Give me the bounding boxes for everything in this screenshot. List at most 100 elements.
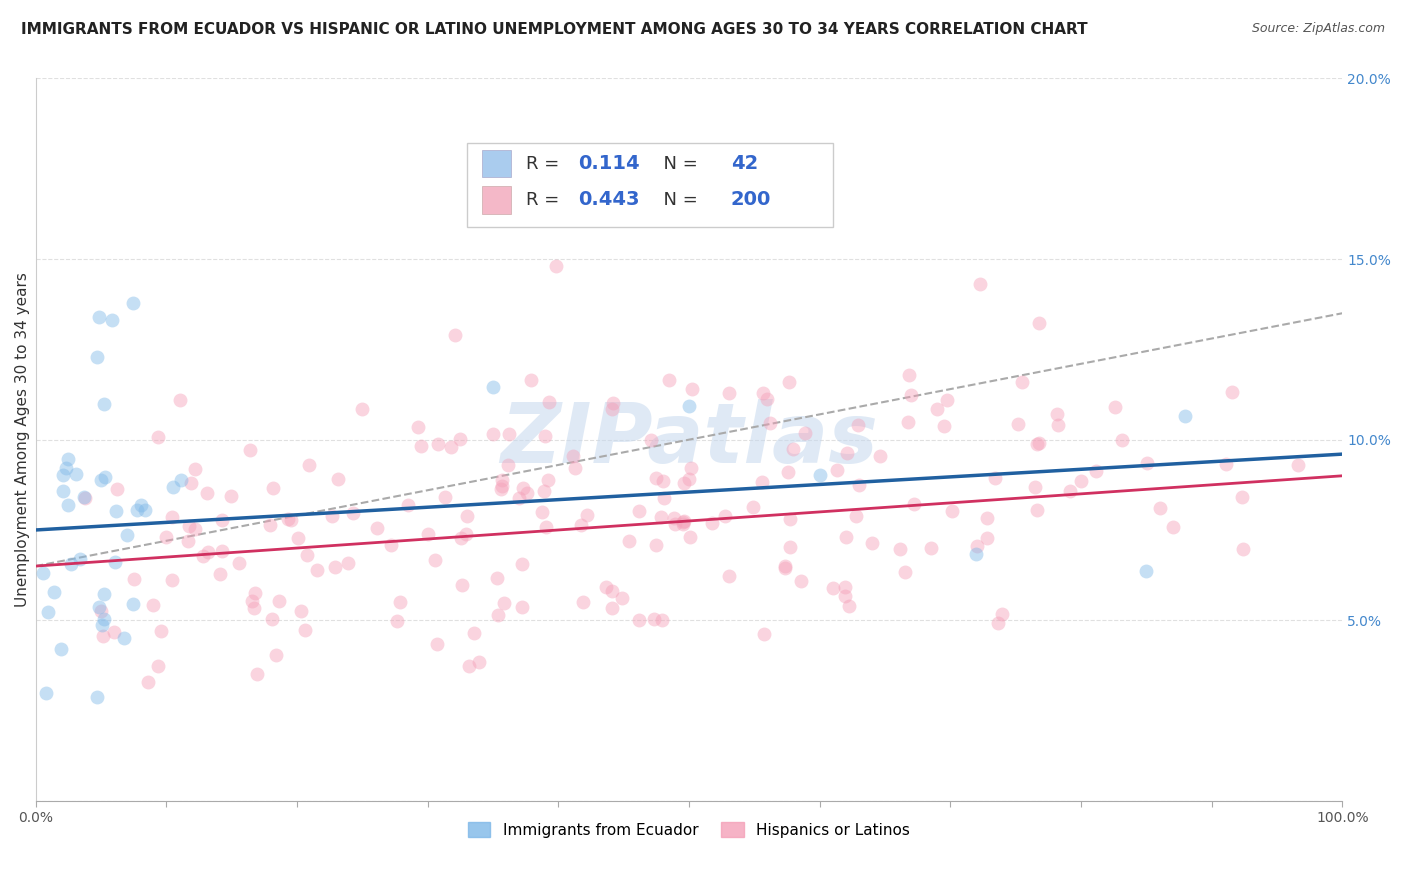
Point — [418, 526, 440, 541]
Point — [779, 511, 801, 525]
Point — [1025, 437, 1047, 451]
Point — [645, 471, 668, 485]
Point — [678, 472, 700, 486]
Point — [1111, 433, 1133, 447]
Point — [575, 508, 598, 522]
Point — [195, 485, 218, 500]
Point — [516, 486, 538, 500]
Point — [925, 402, 948, 417]
Point — [136, 675, 159, 690]
Point — [562, 450, 585, 464]
Point — [409, 439, 432, 453]
Point — [889, 542, 911, 557]
Point — [991, 607, 1014, 622]
Point — [672, 514, 695, 528]
Text: N =: N = — [652, 154, 704, 173]
Point — [752, 626, 775, 640]
Point — [467, 655, 489, 669]
Point — [93, 587, 115, 601]
Point — [1174, 409, 1197, 424]
Point — [742, 500, 765, 515]
Point — [491, 478, 513, 492]
Point — [180, 475, 202, 490]
Point — [228, 556, 250, 570]
Point — [533, 483, 555, 498]
Point — [337, 556, 360, 570]
Point — [860, 535, 883, 549]
Point — [491, 473, 513, 487]
Point — [537, 473, 560, 487]
Point — [35, 685, 58, 699]
Point — [169, 393, 191, 408]
Point — [848, 478, 870, 492]
Point — [1024, 480, 1046, 494]
Point — [678, 399, 700, 413]
Point — [717, 386, 740, 401]
Point — [280, 513, 302, 527]
Point — [510, 600, 533, 615]
Point — [89, 599, 111, 614]
Text: R =: R = — [526, 191, 565, 209]
Point — [389, 595, 412, 609]
Point — [1046, 407, 1069, 421]
Text: N =: N = — [652, 191, 704, 209]
Point — [305, 563, 328, 577]
Point — [243, 586, 266, 600]
Point — [52, 468, 75, 483]
Point — [1059, 484, 1081, 499]
Point — [56, 452, 79, 467]
Point — [651, 613, 673, 627]
Point — [323, 560, 346, 574]
Point — [965, 547, 987, 561]
Point — [91, 629, 114, 643]
Point — [834, 589, 856, 603]
Point — [103, 624, 125, 639]
Point — [169, 473, 191, 487]
Point — [779, 540, 801, 554]
Point — [538, 394, 561, 409]
Point — [42, 585, 65, 599]
Point — [600, 402, 623, 417]
Point — [191, 549, 214, 564]
Point — [898, 368, 921, 383]
Point — [976, 531, 998, 545]
Point — [1161, 520, 1184, 534]
Point — [352, 402, 374, 417]
Point — [149, 624, 172, 639]
Point — [778, 465, 800, 479]
Point — [966, 539, 988, 553]
Point — [846, 417, 869, 432]
Point — [162, 480, 184, 494]
Point — [869, 449, 891, 463]
Point — [1007, 417, 1029, 432]
Point — [510, 558, 533, 572]
Point — [595, 581, 617, 595]
Point — [260, 612, 283, 626]
Point — [321, 509, 343, 524]
Point — [941, 504, 963, 518]
Text: R =: R = — [526, 154, 565, 173]
Point — [366, 521, 388, 535]
Point — [179, 519, 201, 533]
Point — [264, 648, 287, 663]
Point — [1104, 400, 1126, 414]
Point — [834, 580, 856, 594]
Point — [564, 461, 586, 475]
Point — [969, 277, 991, 292]
Point — [160, 509, 183, 524]
Point — [86, 350, 108, 364]
Point — [835, 530, 858, 544]
Point — [380, 538, 402, 552]
Point — [672, 476, 695, 491]
Point — [751, 475, 773, 490]
Point — [208, 567, 231, 582]
Point — [93, 396, 115, 410]
Point — [326, 472, 349, 486]
Point — [134, 502, 156, 516]
Point — [1215, 458, 1237, 472]
Point — [129, 498, 152, 512]
Point — [1047, 417, 1070, 432]
Point — [243, 601, 266, 615]
Point — [122, 295, 145, 310]
Point — [449, 433, 471, 447]
